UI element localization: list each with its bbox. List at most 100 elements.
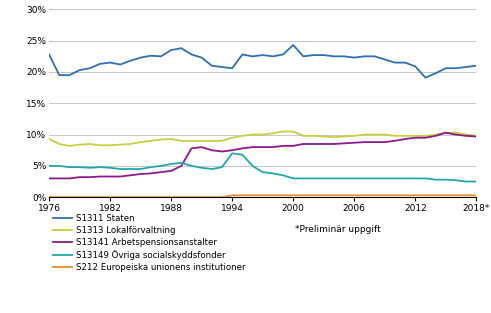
S1311 Staten (392, 61, 398, 64)
S212 Europeiska unionens institutioner (463, 193, 469, 197)
S1311 Staten (270, 54, 276, 58)
S1311 Staten (341, 54, 347, 58)
S212 Europeiska unionens institutioner (392, 193, 398, 197)
S1311 Staten (229, 66, 235, 70)
S1311 Staten (199, 56, 205, 59)
S13141 Arbetspensionsanstalter (249, 145, 255, 149)
S1313 Lokalförvaltning (463, 133, 469, 136)
S13149 Övriga socialskyddsfonder (137, 167, 143, 171)
S1311 Staten (433, 71, 438, 75)
S1311 Staten (168, 48, 174, 52)
S13141 Arbetspensionsanstalter (412, 136, 418, 140)
S13141 Arbetspensionsanstalter (107, 175, 113, 178)
S13141 Arbetspensionsanstalter (219, 150, 225, 153)
S13149 Övriga socialskyddsfonder (148, 165, 154, 169)
S1311 Staten (300, 54, 306, 58)
S13149 Övriga socialskyddsfonder (311, 177, 317, 180)
S212 Europeiska unionens institutioner (412, 193, 418, 197)
S212 Europeiska unionens institutioner (433, 193, 438, 197)
S13141 Arbetspensionsanstalter (372, 140, 378, 144)
S1311 Staten (311, 53, 317, 57)
S212 Europeiska unionens institutioner (300, 193, 306, 197)
S13141 Arbetspensionsanstalter (229, 148, 235, 152)
S1311 Staten (412, 64, 418, 68)
S1311 Staten (107, 61, 113, 64)
S212 Europeiska unionens institutioner (87, 195, 93, 199)
S1311 Staten (219, 65, 225, 69)
S1313 Lokalförvaltning (87, 142, 93, 146)
S212 Europeiska unionens institutioner (402, 193, 408, 197)
S1313 Lokalförvaltning (372, 133, 378, 136)
S1313 Lokalförvaltning (392, 134, 398, 138)
S212 Europeiska unionens institutioner (148, 195, 154, 199)
S1313 Lokalförvaltning (422, 134, 428, 138)
S13149 Övriga socialskyddsfonder (87, 166, 93, 170)
S13149 Övriga socialskyddsfonder (97, 165, 103, 169)
S1313 Lokalförvaltning (240, 134, 246, 138)
S212 Europeiska unionens institutioner (209, 195, 215, 199)
S13149 Övriga socialskyddsfonder (209, 167, 215, 171)
S1311 Staten (240, 53, 246, 56)
S212 Europeiska unionens institutioner (260, 193, 266, 197)
Legend: S1311 Staten, S1313 Lokalförvaltning, S13141 Arbetspensionsanstalter, S13149 Övr: S1311 Staten, S1313 Lokalförvaltning, S1… (54, 214, 246, 272)
S1313 Lokalförvaltning (473, 134, 479, 138)
S13149 Övriga socialskyddsfonder (341, 177, 347, 180)
S212 Europeiska unionens institutioner (473, 193, 479, 197)
S13141 Arbetspensionsanstalter (240, 146, 246, 150)
S1313 Lokalförvaltning (117, 143, 123, 146)
S13141 Arbetspensionsanstalter (433, 134, 438, 138)
S212 Europeiska unionens institutioner (361, 193, 367, 197)
S13141 Arbetspensionsanstalter (402, 137, 408, 141)
S212 Europeiska unionens institutioner (249, 193, 255, 197)
S1313 Lokalförvaltning (168, 137, 174, 141)
S1311 Staten (463, 65, 469, 69)
S13141 Arbetspensionsanstalter (382, 140, 388, 144)
S1311 Staten (97, 62, 103, 66)
S13141 Arbetspensionsanstalter (137, 172, 143, 176)
S13149 Övriga socialskyddsfonder (372, 177, 378, 180)
S212 Europeiska unionens institutioner (372, 193, 378, 197)
S1311 Staten (66, 73, 72, 77)
S13141 Arbetspensionsanstalter (66, 177, 72, 180)
S1311 Staten (77, 68, 82, 72)
S1313 Lokalförvaltning (270, 131, 276, 135)
S13149 Övriga socialskyddsfonder (240, 153, 246, 156)
S1311 Staten (382, 58, 388, 61)
S212 Europeiska unionens institutioner (56, 195, 62, 199)
S1311 Staten (443, 66, 449, 70)
S13141 Arbetspensionsanstalter (361, 140, 367, 144)
S13141 Arbetspensionsanstalter (341, 141, 347, 145)
S13149 Övriga socialskyddsfonder (453, 178, 459, 182)
S1311 Staten (351, 56, 357, 59)
S13149 Övriga socialskyddsfonder (290, 177, 296, 180)
S13149 Övriga socialskyddsfonder (189, 164, 194, 168)
S1313 Lokalförvaltning (453, 131, 459, 135)
S1311 Staten (117, 63, 123, 66)
S13141 Arbetspensionsanstalter (331, 142, 337, 146)
S13141 Arbetspensionsanstalter (87, 175, 93, 179)
Line: S1313 Lokalförvaltning: S1313 Lokalförvaltning (49, 131, 476, 146)
S13149 Övriga socialskyddsfonder (117, 167, 123, 171)
S212 Europeiska unionens institutioner (168, 195, 174, 199)
S1313 Lokalförvaltning (331, 135, 337, 139)
S1313 Lokalförvaltning (412, 134, 418, 138)
S1311 Staten (473, 64, 479, 68)
S13149 Övriga socialskyddsfonder (199, 166, 205, 170)
S212 Europeiska unionens institutioner (382, 193, 388, 197)
S212 Europeiska unionens institutioner (158, 195, 164, 199)
S1311 Staten (56, 73, 62, 77)
S13149 Övriga socialskyddsfonder (280, 173, 286, 177)
S13141 Arbetspensionsanstalter (321, 142, 327, 146)
S13141 Arbetspensionsanstalter (168, 169, 174, 173)
S13141 Arbetspensionsanstalter (117, 175, 123, 178)
Line: S13149 Övriga socialskyddsfonder: S13149 Övriga socialskyddsfonder (49, 153, 476, 182)
S1313 Lokalförvaltning (249, 133, 255, 136)
S13149 Övriga socialskyddsfonder (433, 178, 438, 182)
S13141 Arbetspensionsanstalter (178, 164, 184, 168)
S1311 Staten (189, 53, 194, 56)
S13141 Arbetspensionsanstalter (453, 133, 459, 136)
S212 Europeiska unionens institutioner (240, 193, 246, 197)
S13149 Övriga socialskyddsfonder (351, 177, 357, 180)
S212 Europeiska unionens institutioner (189, 195, 194, 199)
S13149 Övriga socialskyddsfonder (321, 177, 327, 180)
